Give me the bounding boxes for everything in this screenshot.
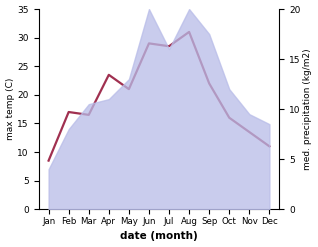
- Y-axis label: max temp (C): max temp (C): [5, 78, 15, 140]
- Y-axis label: med. precipitation (kg/m2): med. precipitation (kg/m2): [303, 48, 313, 170]
- X-axis label: date (month): date (month): [120, 231, 198, 242]
